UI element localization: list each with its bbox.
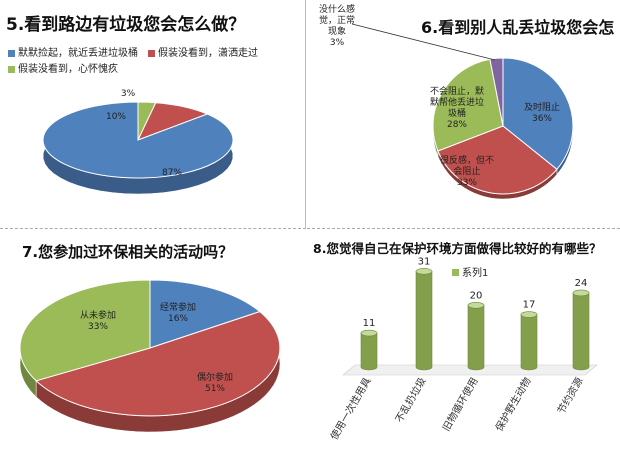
chart-q6-pie: 及时阻止 36% 很反感，但不会阻止 33% 不会阻止，默默帮他丢进垃圾桶 28% 没什么感…	[319, 3, 574, 200]
legend-swatch	[8, 50, 15, 57]
data-label-q6-3: 没什么感觉，正常现象 3%	[319, 3, 355, 48]
legend-label-q8: 系列1	[462, 266, 488, 279]
chart-q7-pie: 经常参加 16% 偶尔参加 51% 从未参加 33%	[19, 279, 281, 433]
legend-item: 默默捡起，就近丢进垃圾桶	[8, 46, 138, 61]
pie-slice-q6-3	[489, 57, 504, 127]
chart-q7-title: 7.您参加过环保相关的活动吗？	[22, 243, 234, 261]
data-label-q7-2: 从未参加 33%	[80, 309, 116, 332]
data-label-q5-1: 10%	[106, 112, 126, 122]
chart-q8-title: 8.您觉得自己在保护环境方面做得比较好的有哪些？	[313, 241, 602, 256]
bar-3	[520, 314, 538, 371]
legend-swatch	[8, 66, 15, 73]
pie-slice-q6-0	[502, 57, 574, 170]
data-label-q5-0: 87%	[162, 168, 182, 178]
legend-label: 默默捡起，就近丢进垃圾桶	[18, 48, 138, 59]
chart-q6-title: 6.看到别人乱丢垃圾您会怎	[421, 18, 615, 37]
pie-slice-q6-2	[432, 58, 504, 152]
bar-4	[572, 292, 590, 371]
chart-q5-title: 5.看到路边有垃圾您会怎么做？	[6, 15, 246, 35]
pie-slice-q7-2	[19, 279, 151, 382]
bar-top-1	[415, 268, 433, 275]
bar-value-label-2: 20	[470, 290, 483, 301]
data-label-q6-1: 很反感，但不会阻止 33%	[440, 154, 494, 188]
legend-item: 假装没看到，心怀愧疚	[8, 62, 118, 77]
data-label-q7-0: 经常参加 16%	[160, 301, 196, 324]
legend-swatch-q8	[452, 269, 459, 276]
bar-value-label-0: 11	[363, 318, 376, 329]
chart-q7-panel: 7.您参加过环保相关的活动吗？ 经常参加 16% 偶尔参加 51% 从未参加 33%	[0, 230, 305, 465]
category-label-4: 节约资源	[554, 375, 585, 416]
chart-q6-panel: 6.看到别人乱丢垃圾您会怎 及时阻止 36% 很反感，但不会阻止 33% 不会阻止，默默…	[307, 0, 620, 229]
data-label-q7-1: 偶尔参加 51%	[197, 371, 233, 394]
bar-1	[415, 271, 433, 371]
bar-0	[360, 332, 378, 371]
bar-value-label-3: 17	[523, 300, 536, 311]
pie-slice-q7-0	[149, 279, 261, 349]
legend-label: 假装没看到，心怀愧疚	[18, 64, 118, 75]
legend-swatch	[148, 50, 155, 57]
bar-top-2	[467, 301, 485, 309]
bar-value-label-4: 24	[575, 278, 588, 289]
chart-q5-pie: 3% 10% 87%	[42, 89, 234, 195]
category-label-3: 保护野生动物	[492, 375, 533, 433]
bar-2	[467, 304, 485, 371]
data-label-q6-0: 及时阻止 36%	[524, 101, 560, 124]
bar-top-4	[572, 289, 590, 297]
bar-top-0	[360, 329, 378, 337]
legend-item: 假装没看到，潇洒走过	[148, 46, 258, 61]
pie-slice-q5-2	[42, 101, 234, 179]
data-label-q5-2: 3%	[121, 89, 136, 99]
category-label-2: 旧物循环使用	[439, 375, 480, 433]
pie-slice-q6-1	[437, 125, 558, 195]
chart-q5-legend: 默默捡起，就近丢进垃圾桶 假装没看到，潇洒走过假装没看到，心怀愧疚	[8, 46, 298, 78]
data-label-q6-2: 不会阻止，默默帮他丢进垃圾桶 28%	[430, 85, 484, 130]
chart-q5-panel: 5.看到路边有垃圾您会怎么做？ 默默捡起，就近丢进垃圾桶 假装没看到，潇洒走过假装…	[0, 0, 306, 229]
legend-label: 假装没看到，潇洒走过	[158, 48, 258, 59]
bar-top-3	[520, 311, 538, 318]
leader-line-q6	[351, 23, 496, 61]
bar-value-label-1: 31	[418, 256, 431, 267]
chart-q8-bars: 系列1 11 使用一次性用具 31 不乱扔垃圾 20 旧物循环使用 17 保护野生动物 24 节约资…	[327, 256, 598, 442]
chart-q8-panel: 8.您觉得自己在保护环境方面做得比较好的有哪些？ 系列1 11 使用一次性用具 31 不…	[307, 230, 620, 465]
category-label-0: 使用一次性用具	[327, 375, 373, 442]
pie-slice-q7-1	[35, 311, 281, 417]
category-label-1: 不乱扔垃圾	[392, 375, 428, 425]
